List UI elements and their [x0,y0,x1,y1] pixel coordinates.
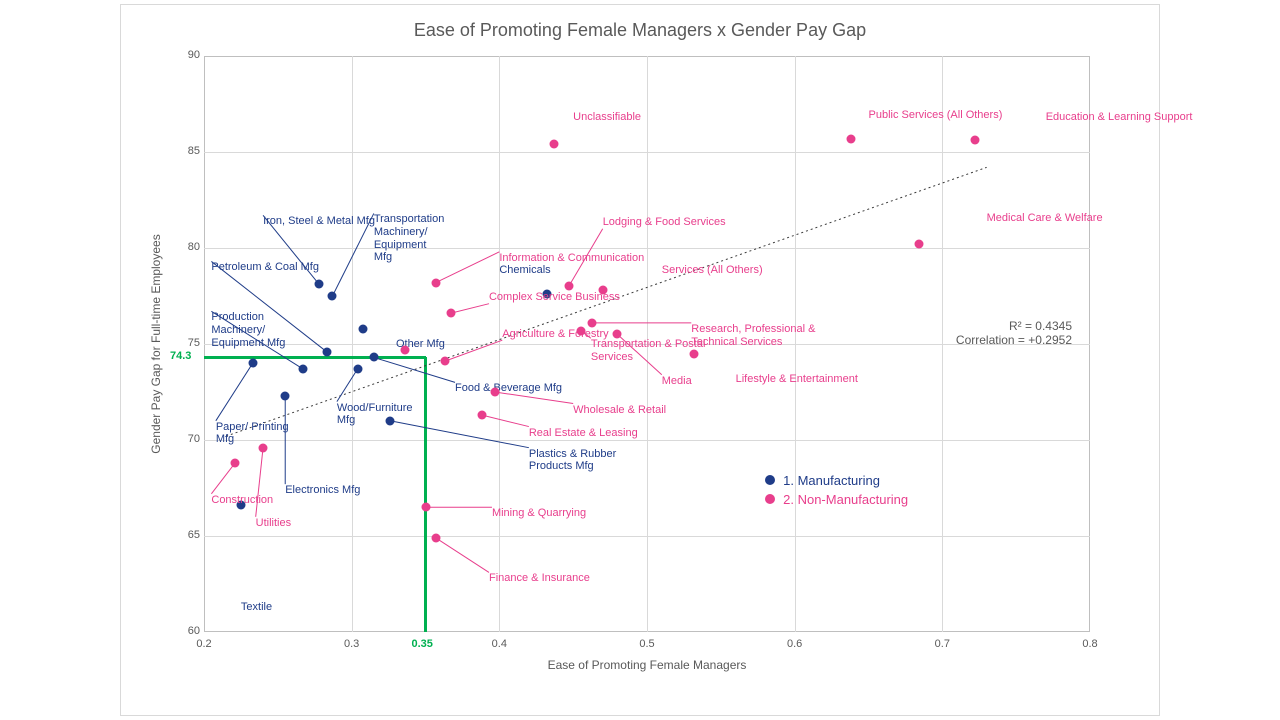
point-label: Information & Communication [499,252,644,265]
y-tick-label: 90 [176,49,200,61]
point-label: Lifestyle & Entertainment [736,373,858,386]
point-label: Mining & Quarrying [492,507,586,520]
point-label: Food & Beverage Mfg [455,382,562,395]
scatter-point [576,326,585,335]
corr-label: Correlation = +0.2952 [956,333,1072,347]
x-tick-label: 0.8 [1078,638,1102,650]
reference-line-vertical [424,357,427,632]
point-label: Services (All Others) [662,264,763,277]
point-label: Finance & Insurance [489,572,590,585]
scatter-point [248,359,257,368]
point-label: Unclassifiable [573,111,641,124]
scatter-point [322,347,331,356]
y-tick-label: 80 [176,241,200,253]
legend-item: 1. Manufacturing [765,473,908,488]
scatter-point [421,503,430,512]
scatter-point [315,280,324,289]
point-label: Research, Professional & Technical Servi… [691,323,815,348]
point-label: Chemicals [499,264,550,277]
scatter-point [281,391,290,400]
scatter-point [231,459,240,468]
point-label: Petroleum & Coal Mfg [211,261,319,274]
scatter-point [446,309,455,318]
point-label: Wood/Furniture Mfg [337,402,413,427]
stats-box: R² = 0.4345Correlation = +0.2952 [956,319,1072,347]
scatter-point [386,416,395,425]
scatter-point [564,282,573,291]
point-label: Real Estate & Leasing [529,427,638,440]
legend: 1. Manufacturing 2. Non-Manufacturing [765,469,908,511]
point-label: Medical Care & Welfare [987,212,1103,225]
scatter-point [490,388,499,397]
scatter-point [846,134,855,143]
scatter-point [431,278,440,287]
point-label: Utilities [256,517,291,530]
chart-title: Ease of Promoting Female Managers x Gend… [120,20,1160,41]
scatter-point [353,364,362,373]
reference-y-label: 74.3 [170,350,191,362]
scatter-point [613,330,622,339]
y-tick-label: 75 [176,337,200,349]
scatter-point [690,349,699,358]
scatter-point [477,411,486,420]
y-tick-label: 85 [176,145,200,157]
point-label: Transportation Machinery/ Equipment Mfg [374,213,445,264]
scatter-point [328,292,337,301]
point-label: Textile [241,601,272,614]
point-label: Public Services (All Others) [869,109,1003,122]
scatter-point [549,140,558,149]
legend-marker [765,475,775,485]
scatter-point [369,353,378,362]
point-label: Education & Learning Support [1046,111,1193,124]
scatter-point [359,324,368,333]
r2-label: R² = 0.4345 [956,319,1072,333]
gridline-horizontal [204,536,1090,537]
scatter-point [431,533,440,542]
point-label: Production Machinery/ Equipment Mfg [211,311,285,349]
legend-label: 2. Non-Manufacturing [783,492,908,507]
x-tick-label: 0.7 [930,638,954,650]
scatter-point [588,318,597,327]
scatter-point [914,240,923,249]
reference-line-horizontal [204,356,426,359]
gridline-horizontal [204,440,1090,441]
x-tick-label: 0.5 [635,638,659,650]
x-tick-label: 0.2 [192,638,216,650]
x-tick-label: 0.4 [487,638,511,650]
point-label: Transportation & Postal Services [591,338,706,363]
x-tick-label: 0.3 [340,638,364,650]
scatter-point [259,443,268,452]
y-tick-label: 65 [176,529,200,541]
scatter-point [598,286,607,295]
x-axis-title: Ease of Promoting Female Managers [204,658,1090,672]
scatter-point [298,364,307,373]
y-tick-label: 70 [176,433,200,445]
point-label: Electronics Mfg [285,484,360,497]
point-label: Plastics & Rubber Products Mfg [529,448,616,473]
scatter-point [970,136,979,145]
y-tick-label: 60 [176,625,200,637]
legend-item: 2. Non-Manufacturing [765,492,908,507]
legend-marker [765,494,775,504]
scatter-point [400,345,409,354]
point-label: Construction [211,494,273,507]
gridline-horizontal [204,152,1090,153]
point-label: Lodging & Food Services [603,216,726,229]
reference-x-label: 0.35 [412,638,433,650]
x-tick-label: 0.6 [783,638,807,650]
y-axis-title: Gender Pay Gap for Full-time Employees [149,194,163,494]
gridline-horizontal [204,248,1090,249]
point-label: Wholesale & Retail [573,404,666,417]
point-label: Media [662,375,692,388]
point-label: Iron, Steel & Metal Mfg [263,215,375,228]
legend-label: 1. Manufacturing [783,473,880,488]
point-label: Paper/ Printing Mfg [216,421,289,446]
scatter-point [440,357,449,366]
